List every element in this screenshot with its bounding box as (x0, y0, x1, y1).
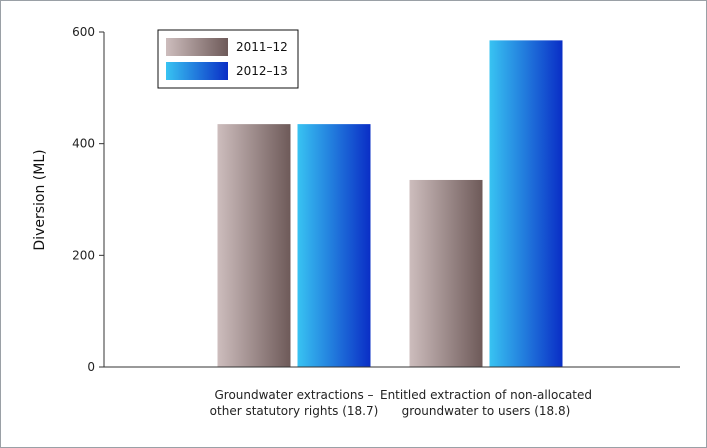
legend-label: 2011–12 (236, 40, 288, 54)
category-label: other statutory rights (18.7) (210, 404, 379, 418)
y-tick-label: 600 (72, 25, 95, 39)
category-labels: Groundwater extractions – other statutory… (210, 388, 592, 418)
bar-series-1-cat-1 (217, 124, 291, 367)
category-label: groundwater to users (18.8) (402, 404, 571, 418)
y-axis-label: Diversion (ML) (32, 149, 48, 250)
category-label: Groundwater extractions – (214, 388, 373, 402)
legend-label: 2012–13 (236, 64, 288, 78)
legend-swatch (166, 62, 228, 80)
y-axis-ticks: 0 200 400 600 (72, 25, 104, 374)
bars (217, 40, 563, 367)
y-tick-label: 400 (72, 137, 95, 151)
bar-series-2-cat-1 (297, 124, 371, 367)
category-label: Entitled extraction of non-allocated (380, 388, 592, 402)
legend: 2011–12 2012–13 (157, 29, 299, 89)
y-tick-label: 0 (87, 360, 95, 374)
legend-swatch (166, 38, 228, 56)
bar-series-2-cat-2 (489, 40, 563, 367)
y-tick-label: 200 (72, 248, 95, 262)
bar-series-1-cat-2 (409, 179, 483, 367)
